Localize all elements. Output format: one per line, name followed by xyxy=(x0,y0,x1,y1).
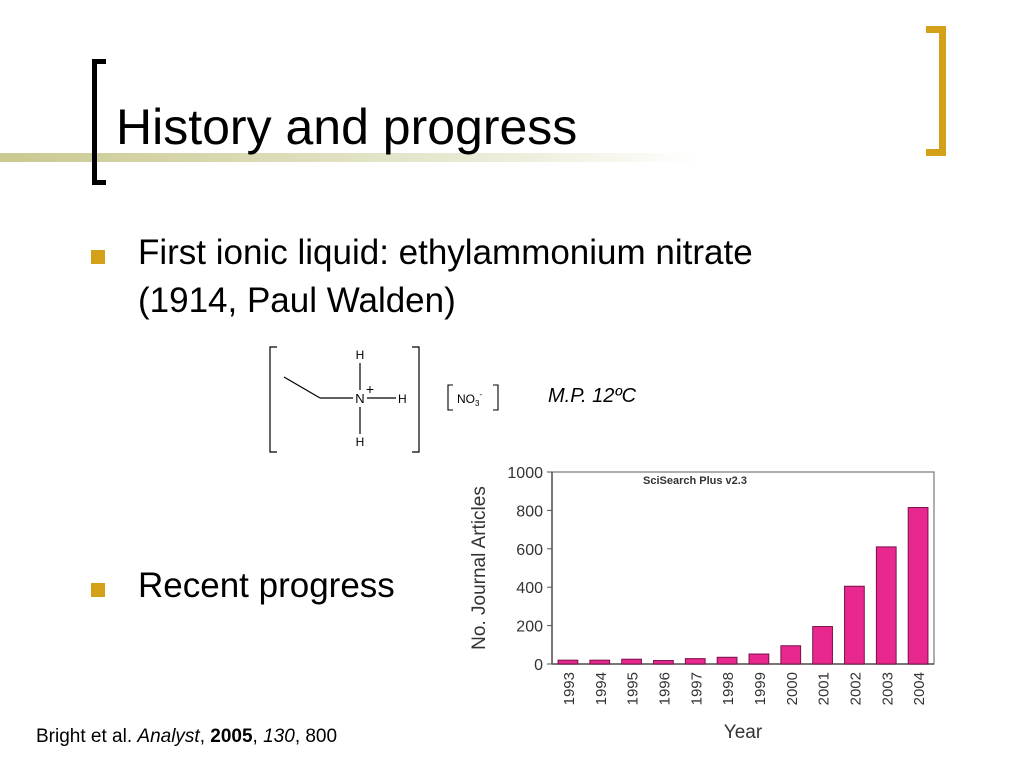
nitrate-subscript: 3 xyxy=(475,399,480,408)
x-tick-labels: 1993 1994 1995 1996 1997 1998 1999 2000 2001 2002… xyxy=(561,672,928,705)
bar-1996 xyxy=(653,660,674,665)
x-tick-label: 2001 xyxy=(816,672,833,705)
bar-2000 xyxy=(780,645,802,665)
y-axis-label: No. Journal Articles xyxy=(469,486,490,650)
citation-authors: Bright et al. xyxy=(36,726,138,747)
left-bracket-decoration xyxy=(92,59,106,185)
y-tick-labels: 0 200 400 600 800 1000 xyxy=(507,465,552,674)
title-underline xyxy=(0,153,700,162)
atom-n: N xyxy=(355,391,364,406)
nitrate-superscript: - xyxy=(479,390,482,399)
y-tick-label: 1000 xyxy=(507,465,543,482)
bar-2004 xyxy=(907,507,929,665)
x-tick-label: 1998 xyxy=(720,672,737,705)
citation-separator: , xyxy=(252,726,264,747)
x-tick-label: 2000 xyxy=(784,672,801,705)
bar-1994 xyxy=(589,659,611,665)
melting-point-label: M.P. 12ºC xyxy=(548,385,637,407)
x-tick-label: 1995 xyxy=(625,672,642,705)
atom-h-top: H xyxy=(356,348,365,362)
bullet-marker xyxy=(91,250,105,264)
x-axis-label: Year xyxy=(724,722,763,743)
bar-2002 xyxy=(844,585,865,665)
bullet-marker xyxy=(91,583,105,597)
charge-plus: + xyxy=(366,381,374,397)
nitrate-anion: NO3- xyxy=(457,390,482,408)
y-tick-label: 0 xyxy=(534,657,543,674)
x-tick-label: 2004 xyxy=(911,672,928,705)
x-tick-label: 1993 xyxy=(561,672,578,705)
citation-separator: , xyxy=(199,726,211,747)
anion-bracket-right xyxy=(493,384,499,411)
bar-1998 xyxy=(716,656,738,665)
plot-area xyxy=(551,471,935,665)
nitrate-anion-base: NO xyxy=(457,392,475,406)
y-tick-label: 600 xyxy=(516,542,543,559)
y-tick-label: 400 xyxy=(516,580,543,597)
citation-volume: 130 xyxy=(263,726,295,747)
right-bracket-decoration xyxy=(926,26,946,156)
chart-title: SciSearch Plus v2.3 xyxy=(643,475,747,487)
bar-1993 xyxy=(557,659,579,665)
cation-bracket-right xyxy=(412,346,420,453)
bar-1999 xyxy=(748,653,770,665)
x-tick-label: 1997 xyxy=(688,672,705,705)
citation-journal: Analyst xyxy=(137,726,200,747)
x-tick-label: 2003 xyxy=(879,672,896,705)
bar-1997 xyxy=(684,658,706,665)
atom-h-right: H xyxy=(398,392,407,406)
x-tick-label: 1999 xyxy=(752,672,769,705)
ethyl-bond-1 xyxy=(283,376,321,399)
bar-1995 xyxy=(621,658,642,665)
bullet-text-first-ionic-liquid: First ionic liquid: ethylammonium nitrat… xyxy=(138,233,753,320)
journal-articles-bar-chart: SciSearch Plus v2.3 No. Journal Articles… xyxy=(469,465,935,743)
bar-2001 xyxy=(812,626,833,665)
bullet-text-recent-progress: Recent progress xyxy=(138,566,395,605)
citation-year: 2005 xyxy=(210,726,253,747)
atom-h-bottom: H xyxy=(356,435,365,449)
citation: Bright et al. Analyst, 2005, 130, 800 xyxy=(36,726,337,748)
x-tick-label: 2002 xyxy=(847,672,864,705)
cation-bracket-left xyxy=(269,346,277,453)
y-tick-label: 200 xyxy=(516,619,543,636)
x-tick-label: 1996 xyxy=(656,672,673,705)
slide-title: History and progress xyxy=(116,99,578,155)
y-tick-label: 800 xyxy=(516,503,543,520)
bar-series xyxy=(557,507,929,665)
anion-bracket-left xyxy=(447,384,453,411)
ethylammonium-nitrate-structure: H N + H H NO3- xyxy=(269,346,499,453)
bar-2003 xyxy=(875,546,897,665)
citation-page: , 800 xyxy=(294,726,338,747)
x-tick-label: 1994 xyxy=(593,672,610,705)
